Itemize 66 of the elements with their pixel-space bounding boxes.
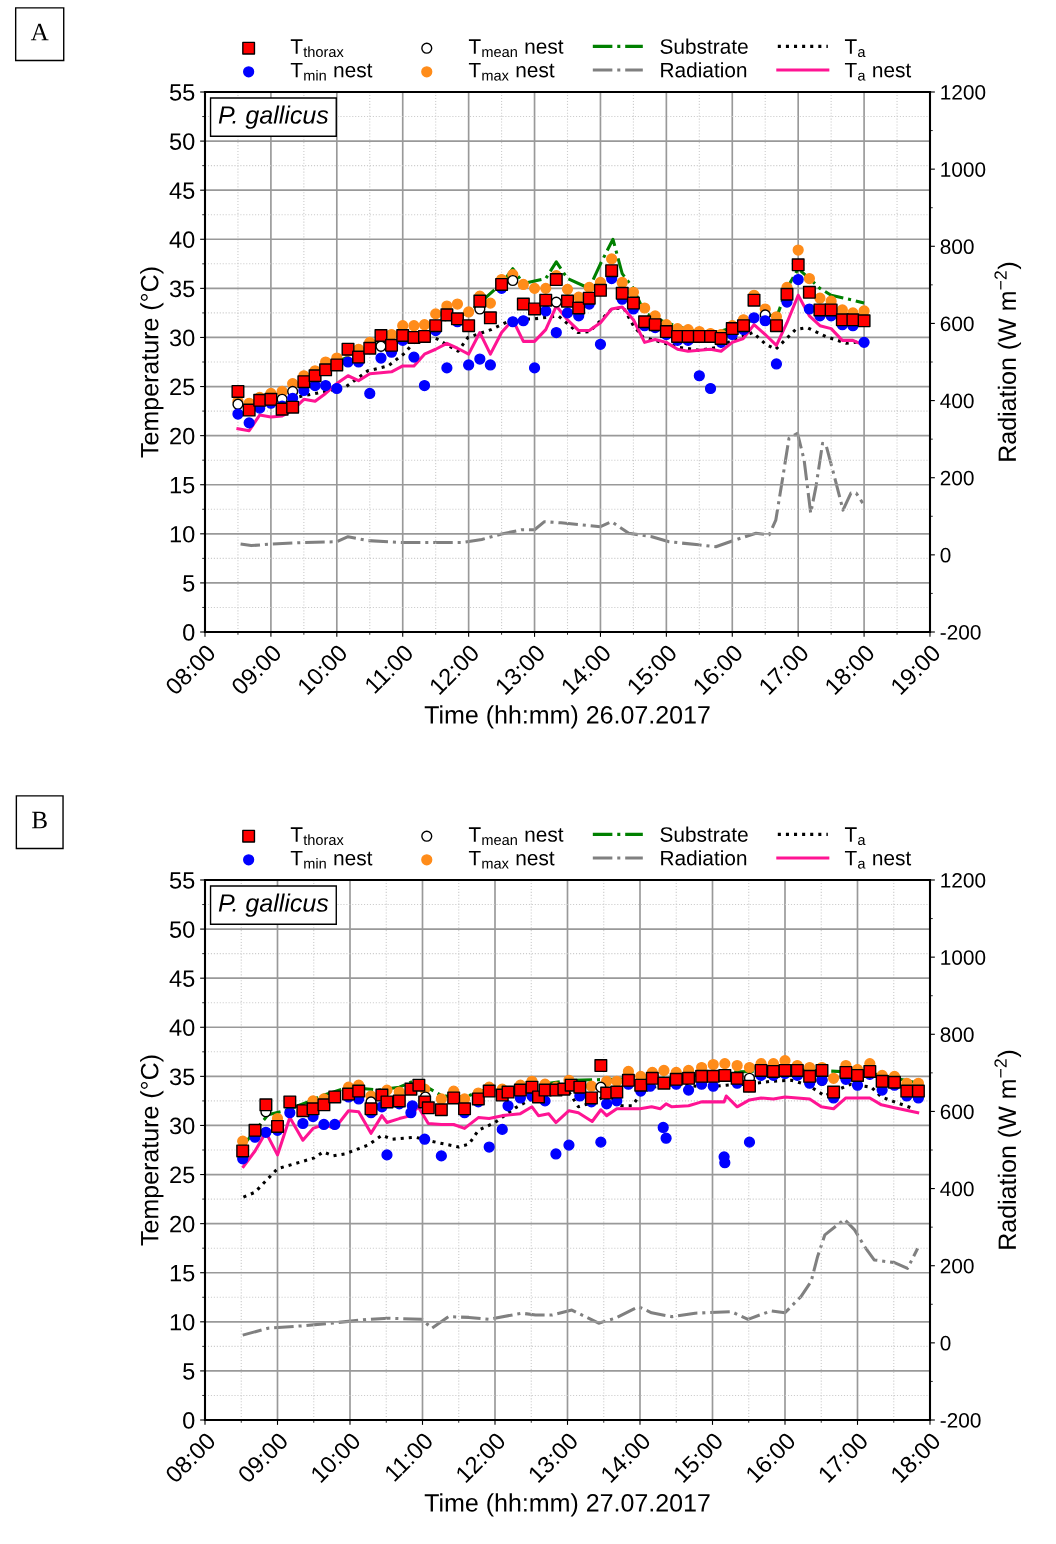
- legend-label: Substrate: [660, 826, 748, 842]
- y-tick-label: 0: [183, 624, 195, 641]
- y-tick-label: 40: [169, 1019, 195, 1037]
- y-tick-label: 50: [169, 921, 195, 938]
- y2-tick-label: 600: [940, 316, 974, 332]
- y2-tick-label: 0: [940, 547, 951, 563]
- x-axis-title: Time (hh:mm) 26.07.2017: [424, 705, 710, 729]
- y2-tick-label: 1200: [941, 85, 986, 100]
- y-tick-label: 10: [170, 1313, 195, 1331]
- y-tick-label: 35: [169, 280, 195, 298]
- y-tick-label: 45: [169, 182, 195, 199]
- legend-label: T$_{max}$ nest: [468, 850, 555, 869]
- legend-label: T$_{a}$ nest: [844, 850, 912, 869]
- y2-tick-label: 1200: [941, 873, 986, 888]
- y2-tick-label: 200: [940, 1258, 974, 1274]
- y-tick-label: 45: [169, 970, 195, 987]
- y2-axis-title: Radiation (W m$^{−2}$): [994, 1050, 1022, 1249]
- y2-tick-label: 1000: [941, 950, 986, 965]
- y2-tick-label: 0: [940, 1335, 951, 1351]
- legend-label: T$_{min}$ nest: [290, 850, 373, 869]
- y-tick-label: 30: [169, 1117, 195, 1135]
- legend-label: T$_{mean}$ nest: [468, 827, 564, 846]
- y-tick-label: 35: [169, 1068, 195, 1086]
- text: A: [30, 23, 49, 41]
- legend-label: Radiation: [661, 850, 747, 866]
- y-tick-label: 25: [170, 1166, 195, 1184]
- y2-tick-label: 600: [940, 1104, 974, 1120]
- y2-tick-label: 800: [940, 239, 974, 255]
- y-tick-label: 55: [169, 84, 195, 101]
- legend-label: Radiation: [661, 62, 747, 78]
- annotation: P. gallicus: [218, 893, 329, 917]
- y2-tick-label: 200: [940, 470, 974, 486]
- legend-label: T$_{max}$ nest: [468, 62, 555, 81]
- y-tick-label: 30: [169, 329, 195, 347]
- legend-label: T$_{a}$: [844, 39, 866, 58]
- y-tick-label: 10: [170, 525, 195, 543]
- y2-tick-label: 800: [940, 1027, 974, 1043]
- y2-tick-label: 400: [940, 393, 974, 409]
- legend-label: T$_{min}$ nest: [290, 62, 373, 81]
- y-tick-label: 5: [183, 1363, 195, 1380]
- y2-tick-label: 1000: [941, 162, 986, 177]
- y-tick-label: 15: [170, 477, 195, 494]
- y-tick-label: 5: [183, 575, 195, 592]
- legend-label: T$_{thorax}$: [290, 827, 344, 846]
- y-tick-label: 20: [170, 427, 195, 445]
- y-tick-label: 25: [170, 378, 195, 396]
- legend-label: Substrate: [660, 38, 748, 54]
- legend-label: T$_{a}$: [844, 827, 866, 846]
- y-tick-label: 0: [183, 1412, 195, 1429]
- legend-label: T$_{a}$ nest: [844, 62, 912, 81]
- legend-label: T$_{mean}$ nest: [468, 39, 564, 58]
- y-tick-label: 50: [169, 133, 195, 150]
- y-axis-title: Temperature (°C): [140, 1055, 164, 1246]
- y2-tick-label: 400: [940, 1181, 974, 1197]
- legend-label: T$_{thorax}$: [290, 39, 344, 58]
- text: B: [32, 811, 47, 829]
- y-tick-label: 20: [170, 1215, 195, 1233]
- y2-tick-label: -200: [940, 625, 981, 640]
- y-axis-title: Temperature (°C): [140, 267, 164, 458]
- y2-tick-label: -200: [940, 1413, 981, 1428]
- y2-axis-title: Radiation (W m$^{−2}$): [994, 262, 1022, 461]
- x-axis-title: Time (hh:mm) 27.07.2017: [424, 1493, 710, 1517]
- annotation: P. gallicus: [218, 105, 329, 129]
- y-tick-label: 40: [169, 231, 195, 249]
- y-tick-label: 55: [169, 872, 195, 889]
- y-tick-label: 15: [170, 1265, 195, 1282]
